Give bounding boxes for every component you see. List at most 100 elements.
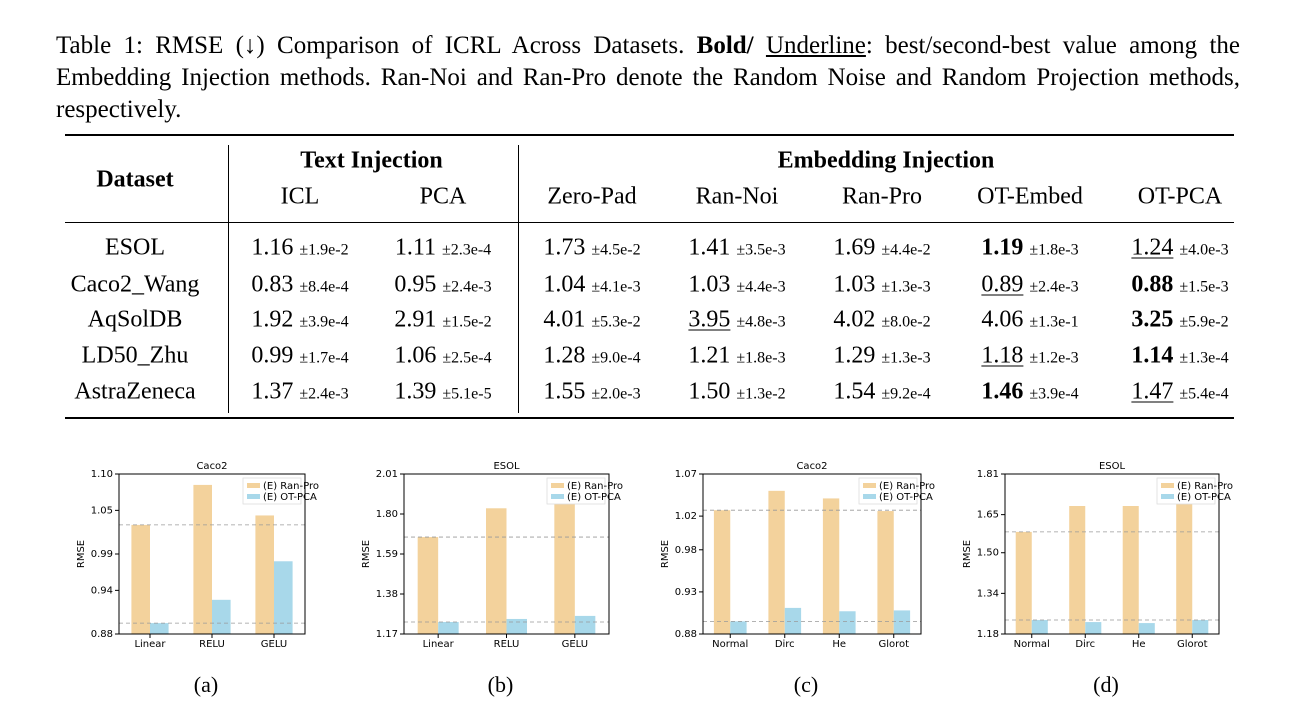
cell-mean: 1.29 [833,342,876,369]
cell-std: ±2.4e-3 [442,278,492,296]
y-axis-label: RMSE [361,540,372,568]
chart-title: ESOL [493,461,520,472]
cell-mean: 0.95 [394,271,437,298]
legend-label: (E) Ran-Pro [567,481,623,492]
bar [839,611,856,634]
cell-std: ±1.3e-4 [1179,349,1229,367]
legend-swatch [1161,483,1174,488]
y-tick-label: 1.17 [376,629,398,640]
cell-mean: 1.28 [543,342,586,369]
plot-frame [1004,473,1220,635]
table-cell: 1.29 ±1.3e-3 [833,343,930,370]
x-tick-label: Linear [134,639,166,650]
bar [1138,623,1155,634]
cell-std: ±4.5e-2 [591,241,641,259]
table-cell: 1.54 ±9.2e-4 [833,379,930,406]
bar [768,490,785,634]
table-cell: 0.89 ±2.4e-3 [981,272,1078,299]
cell-mean: 1.04 [543,271,586,298]
cell-mean: 1.69 [833,234,876,261]
table-cell: 1.03 ±4.4e-3 [688,272,785,299]
cell-std: ±2.5e-4 [442,349,492,367]
bar [1085,622,1102,634]
cell-mean: 1.06 [394,342,437,369]
caption-underline: Underline [765,32,866,59]
cell-mean: 1.37 [251,378,294,405]
row-label: AstraZeneca [74,378,196,405]
cell-mean: 1.39 [394,378,437,405]
y-tick-label: 0.93 [675,587,697,598]
table-cell: 1.69 ±4.4e-2 [833,235,930,262]
bar [1031,620,1048,634]
legend-box [1156,477,1216,505]
cell-mean: 1.47 [1131,378,1174,405]
table-caption: Table 1: RMSE (↓) Comparison of ICRL Acr… [56,30,1240,126]
cell-mean: 1.03 [833,271,876,298]
cell-mean: 1.73 [543,234,586,261]
row-label: Caco2_Wang [70,271,200,298]
x-tick-label: GELU [261,639,287,650]
caption-text: Table 1: RMSE (↓) Comparison of ICRL Acr… [56,32,685,59]
bar [212,599,231,634]
column-divider [228,145,229,413]
table-cell: 4.01 ±5.3e-2 [543,307,640,334]
bar [893,610,911,634]
caption-bold: Bold/ [696,32,754,59]
y-tick-label: 0.98 [675,545,697,556]
cell-mean: 4.02 [833,306,876,333]
x-tick-label: Glorot [878,639,909,650]
group-header: Embedding Injection [777,147,995,174]
y-tick-label: 1.59 [376,549,398,560]
table-cell: 1.18 ±1.2e-3 [981,343,1078,370]
cell-std: ±5.3e-2 [591,313,641,331]
y-tick-label: 1.05 [91,505,113,516]
column-header: Ran-Noi [695,183,779,210]
table-cell: 1.55 ±2.0e-3 [543,379,640,406]
x-tick-label: GELU [562,639,588,650]
y-tick-label: 1.34 [977,588,999,599]
bar [1069,506,1086,634]
bar [554,489,575,634]
cell-mean: 1.41 [688,234,731,261]
y-tick-label: 0.88 [675,629,697,640]
column-header: ICL [280,183,320,210]
legend-label: (E) Ran-Pro [1177,481,1233,492]
cell-std: ±5.9e-2 [1179,313,1229,331]
cell-std: ±1.3e-1 [1029,313,1079,331]
table-cell: 1.16 ±1.9e-2 [251,235,348,262]
table-cell: 1.19 ±1.8e-3 [981,235,1078,262]
bar [574,615,596,634]
cell-std: ±1.5e-2 [442,313,492,331]
table-cell: 3.25 ±5.9e-2 [1131,307,1228,334]
x-tick-label: Normal [712,639,748,650]
y-axis-label: RMSE [962,540,973,568]
legend-label: (E) OT-PCA [879,492,933,503]
cell-mean: 1.50 [688,378,731,405]
cell-mean: 2.91 [394,306,437,333]
legend-swatch [247,494,260,499]
bar [150,623,169,634]
cell-mean: 1.14 [1131,342,1174,369]
cell-mean: 1.24 [1131,234,1174,261]
table-cell: 4.02 ±8.0e-2 [833,307,930,334]
subcaption: (d) [1093,672,1119,697]
cell-std: ±3.9e-4 [1029,385,1079,403]
cell-std: ±1.3e-3 [881,278,931,296]
table-cell: 2.91 ±1.5e-2 [394,307,491,334]
y-tick-label: 1.81 [977,469,999,480]
table-cell: 1.50 ±1.3e-2 [688,379,785,406]
y-tick-label: 0.99 [91,549,113,560]
table-cell: 1.37 ±2.4e-3 [251,379,348,406]
x-tick-label: Linear [423,639,455,650]
cell-mean: 4.06 [981,306,1024,333]
cell-mean: 4.01 [543,306,586,333]
bar [438,622,459,634]
table-cell: 0.95 ±2.4e-3 [394,272,491,299]
y-tick-label: 1.02 [675,511,697,522]
x-tick-label: Dirc [775,639,795,650]
y-axis-label: RMSE [76,540,87,568]
chart-title: Caco2 [796,461,827,472]
bar [877,511,894,634]
legend-swatch [247,483,260,488]
